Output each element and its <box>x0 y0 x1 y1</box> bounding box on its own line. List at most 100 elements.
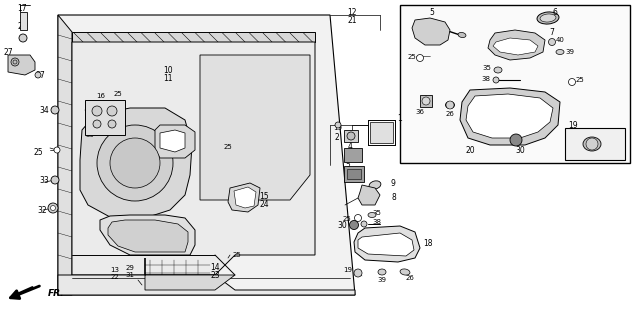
Text: 23: 23 <box>210 270 220 279</box>
Text: 25: 25 <box>113 91 122 97</box>
Text: 25: 25 <box>233 252 242 258</box>
Bar <box>344 166 364 182</box>
Ellipse shape <box>400 269 410 275</box>
Polygon shape <box>354 226 420 262</box>
Polygon shape <box>488 30 545 60</box>
Polygon shape <box>358 233 414 256</box>
Text: 3: 3 <box>346 163 351 172</box>
Polygon shape <box>160 130 185 152</box>
Text: 9: 9 <box>391 179 396 188</box>
Text: 39: 39 <box>86 132 94 138</box>
Text: 34: 34 <box>39 106 49 115</box>
Polygon shape <box>228 183 260 212</box>
Text: 4: 4 <box>347 141 353 150</box>
Circle shape <box>349 220 358 229</box>
Text: 38: 38 <box>373 219 382 225</box>
Text: 38: 38 <box>481 76 491 82</box>
Text: 5: 5 <box>430 7 434 17</box>
Circle shape <box>548 38 555 45</box>
Ellipse shape <box>494 67 502 73</box>
Polygon shape <box>358 185 380 205</box>
Ellipse shape <box>446 101 455 108</box>
Text: 2: 2 <box>335 133 339 142</box>
Polygon shape <box>58 15 355 295</box>
Ellipse shape <box>458 32 466 37</box>
Text: 18: 18 <box>424 238 433 247</box>
Bar <box>370 122 393 143</box>
Text: 26: 26 <box>406 275 415 281</box>
Circle shape <box>97 125 173 201</box>
Polygon shape <box>20 12 27 30</box>
Circle shape <box>417 54 424 61</box>
Ellipse shape <box>583 137 601 151</box>
Circle shape <box>107 106 117 116</box>
Text: 8: 8 <box>392 193 396 202</box>
Circle shape <box>354 214 361 221</box>
Text: 25: 25 <box>408 54 417 60</box>
Text: 39: 39 <box>566 49 574 55</box>
Text: 19: 19 <box>333 125 342 131</box>
Polygon shape <box>8 55 35 75</box>
Polygon shape <box>72 32 315 42</box>
Text: 16: 16 <box>96 93 105 99</box>
Text: 24: 24 <box>259 199 269 209</box>
Circle shape <box>493 77 499 83</box>
Text: 31: 31 <box>126 272 134 278</box>
Text: 11: 11 <box>163 74 172 83</box>
Bar <box>347 169 361 179</box>
Circle shape <box>35 72 41 78</box>
Polygon shape <box>234 187 256 208</box>
Polygon shape <box>460 88 560 145</box>
Polygon shape <box>58 15 72 295</box>
Text: 21: 21 <box>347 15 357 25</box>
Circle shape <box>108 120 116 128</box>
Text: 15: 15 <box>259 191 269 201</box>
Circle shape <box>347 132 355 140</box>
Circle shape <box>92 106 102 116</box>
Circle shape <box>93 120 101 128</box>
Text: 26: 26 <box>446 111 455 117</box>
Text: 7: 7 <box>550 28 555 36</box>
Circle shape <box>586 138 598 150</box>
Text: 35: 35 <box>373 210 382 216</box>
Ellipse shape <box>368 212 376 218</box>
Text: 25: 25 <box>224 144 233 150</box>
Text: 25: 25 <box>33 148 43 156</box>
Text: 37: 37 <box>35 70 45 79</box>
Polygon shape <box>58 275 355 295</box>
Ellipse shape <box>556 50 564 54</box>
Text: 1: 1 <box>398 114 403 123</box>
Circle shape <box>54 147 60 153</box>
Text: 29: 29 <box>126 265 134 271</box>
Text: 20: 20 <box>465 146 475 155</box>
Ellipse shape <box>378 269 386 275</box>
Circle shape <box>569 78 576 85</box>
Ellipse shape <box>369 181 381 189</box>
Bar <box>565 128 625 160</box>
Text: 33: 33 <box>39 175 49 185</box>
Text: 19: 19 <box>568 121 578 130</box>
Circle shape <box>354 269 362 277</box>
Text: 32: 32 <box>37 205 47 214</box>
Polygon shape <box>145 258 235 290</box>
Circle shape <box>422 97 430 105</box>
Circle shape <box>11 58 19 66</box>
Polygon shape <box>108 220 188 252</box>
Text: 22: 22 <box>110 274 119 280</box>
Polygon shape <box>80 108 192 218</box>
Circle shape <box>51 106 59 114</box>
Polygon shape <box>155 125 195 158</box>
Text: 30: 30 <box>337 220 347 229</box>
Text: 40: 40 <box>555 37 564 43</box>
Text: 28: 28 <box>17 21 27 30</box>
Text: 13: 13 <box>110 267 119 273</box>
Text: 6: 6 <box>553 7 557 17</box>
Text: 35: 35 <box>482 65 491 71</box>
Text: 12: 12 <box>347 7 357 17</box>
Circle shape <box>19 34 27 42</box>
Bar <box>344 148 362 162</box>
Text: 25: 25 <box>576 77 585 83</box>
Polygon shape <box>72 42 315 275</box>
Circle shape <box>51 176 59 184</box>
Polygon shape <box>466 94 553 138</box>
